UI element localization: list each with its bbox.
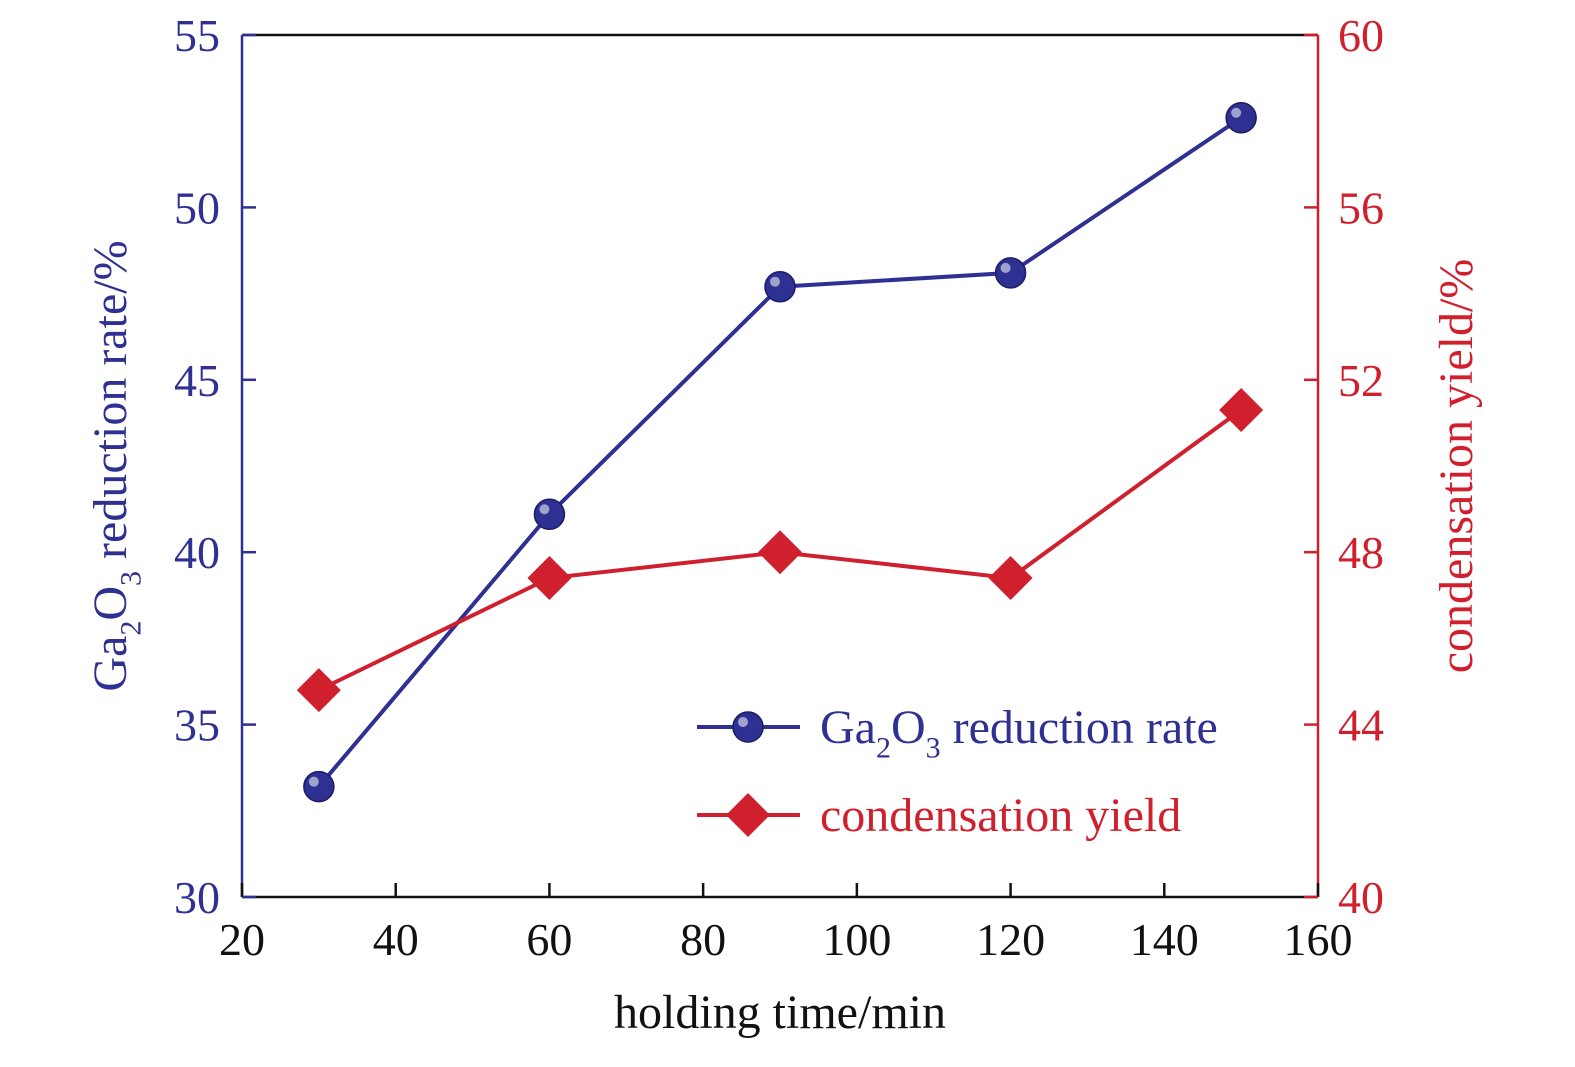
x-axis-title: holding time/min (614, 986, 946, 1039)
data-point (296, 668, 341, 713)
data-point (758, 530, 802, 575)
marker-highlight (1000, 262, 1011, 273)
x-tick-label: 80 (680, 914, 726, 965)
x-tick-label: 120 (976, 914, 1045, 965)
axes: 20 40 60 80 100 120 140 160 30 35 40 45 50 55 40 44 48 52… (84, 10, 1483, 1039)
left-y-tick-label: 40 (174, 527, 220, 578)
label-part-mid: O (84, 586, 137, 621)
left-y-tick-label: 45 (174, 355, 220, 406)
marker-circle (764, 270, 796, 303)
x-tick-label: 100 (822, 914, 891, 965)
left-y-tick-label: 55 (174, 10, 220, 61)
legend-entry: Ga2O3 reduction rate (697, 701, 1218, 764)
data-point (764, 270, 796, 303)
legend: Ga2O3 reduction rate condensation yield (697, 701, 1218, 842)
series-condensation-yield (296, 387, 1264, 713)
data-point (533, 498, 566, 531)
label-part-sub2: 3 (114, 571, 147, 586)
label-part-rest: reduction rate (941, 701, 1218, 754)
right-y-tick-label: 40 (1338, 872, 1384, 923)
marker-circle (1225, 102, 1257, 134)
left-y-axis-title: Ga2O3 reduction rate/% (84, 240, 147, 691)
right-y-tick-label: 44 (1338, 700, 1384, 751)
legend-marker (726, 793, 770, 837)
x-tick-label: 160 (1284, 914, 1353, 965)
label-part-mid: O (891, 701, 926, 754)
series-reduction-rate (303, 102, 1257, 803)
right-y-tick-label: 60 (1338, 10, 1384, 61)
label-part-sub2: 3 (926, 731, 941, 764)
right-y-tick-label: 56 (1338, 182, 1384, 233)
marker-circle (303, 770, 335, 803)
label-part-main: Ga (820, 701, 876, 754)
label-part-rest: reduction rate/% (84, 240, 137, 571)
marker-highlight (1231, 107, 1242, 118)
data-point (1219, 387, 1264, 432)
marker-highlight (770, 276, 780, 287)
marker-highlight (539, 504, 550, 515)
x-tick-label: 140 (1130, 914, 1199, 965)
data-point (1225, 102, 1257, 134)
x-tick-label: 20 (219, 914, 265, 965)
data-point (303, 770, 335, 803)
right-y-axis-title: condensation yield/% (1430, 259, 1483, 674)
marker-circle (533, 498, 566, 531)
series-line (317, 116, 1243, 788)
data-point (527, 556, 572, 601)
label-part-main: condensation yield (820, 789, 1181, 842)
label-part-sub1: 2 (876, 731, 891, 764)
marker-highlight (308, 776, 319, 787)
x-tick-label: 60 (526, 914, 572, 965)
legend-marker (732, 711, 764, 743)
left-y-tick-label: 50 (174, 182, 220, 233)
label-part-main: Ga (84, 636, 137, 692)
data-point (988, 556, 1033, 601)
series-layer (296, 102, 1264, 803)
data-point (994, 257, 1027, 289)
marker-circle (994, 257, 1027, 289)
marker-highlight (738, 717, 748, 727)
label-part-sub1: 2 (114, 621, 147, 636)
left-y-tick-label: 35 (174, 700, 220, 751)
x-tick-label: 40 (373, 914, 419, 965)
marker-circle (732, 711, 764, 743)
legend-label: Ga2O3 reduction rate (820, 701, 1218, 764)
legend-entry: condensation yield (697, 789, 1181, 842)
right-y-tick-label: 52 (1338, 355, 1384, 406)
legend-label: condensation yield (820, 789, 1181, 842)
left-y-tick-label: 30 (174, 872, 220, 923)
right-y-tick-label: 48 (1338, 527, 1384, 578)
